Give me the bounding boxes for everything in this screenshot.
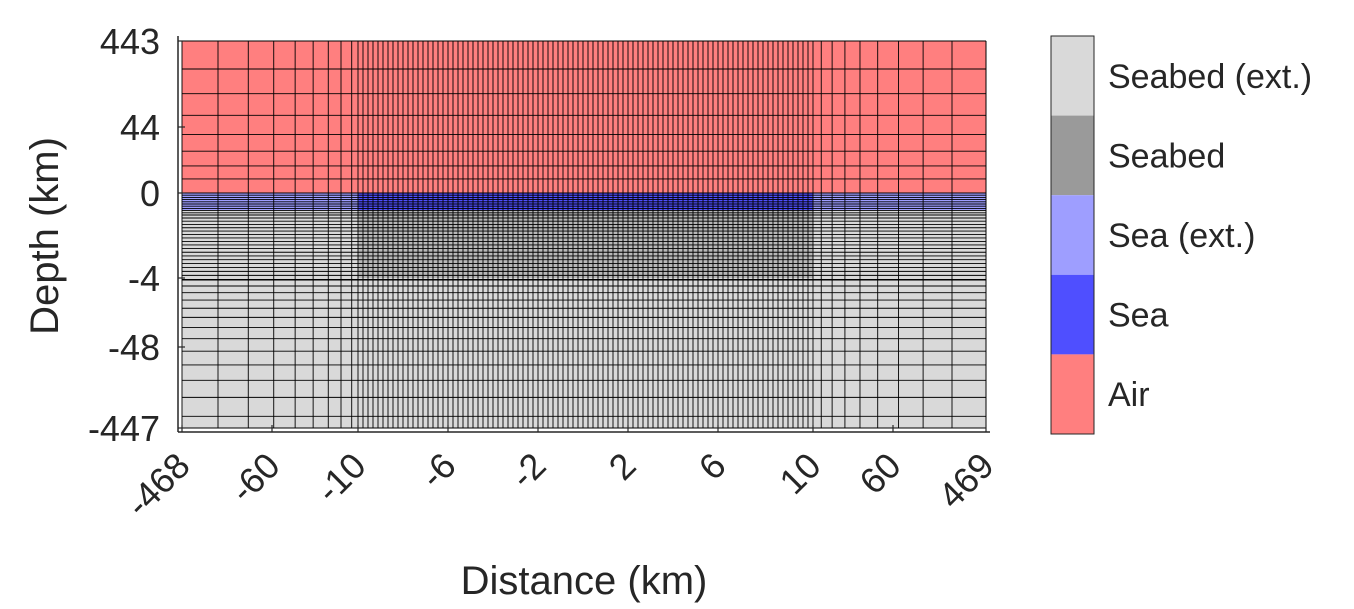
legend-label: Sea [1108,297,1169,335]
x-tick-label: -468 [118,445,198,525]
legend-swatch [1051,36,1094,116]
y-tick-label: 443 [100,21,160,62]
x-tick-label: 10 [771,445,828,502]
x-tick-label: 6 [691,445,734,488]
x-axis-label: Distance (km) [461,559,708,603]
x-tick-label: -10 [308,445,374,511]
x-tick-label: -6 [412,445,464,497]
x-tick-label: 2 [601,445,644,488]
y-axis-label: Depth (km) [23,137,67,335]
mesh-grid [181,40,987,429]
y-tick-label: 44 [120,107,160,148]
legend-swatch [1051,354,1094,434]
y-tick-label: -447 [88,408,160,449]
legend-swatch [1051,274,1094,355]
legend-label: Sea (ext.) [1108,217,1255,255]
x-tick-label: 469 [930,445,1001,516]
legend-colorbar: Seabed (ext.) Seabed Sea (ext.) Sea Air [1050,35,1312,435]
x-tick-label: 60 [851,445,908,502]
y-tick-label: -4 [128,258,160,299]
legend-swatch [1051,195,1094,275]
legend-swatch [1051,115,1094,196]
y-tick-label: 0 [140,173,160,214]
legend-frame [1050,35,1095,435]
legend-label: Air [1108,376,1150,414]
region-air [182,41,986,193]
legend-label: Seabed [1108,137,1225,175]
y-tick-label: -48 [108,327,160,368]
x-tick-label: -60 [222,445,288,511]
x-tick-label: -2 [502,445,554,497]
legend-label: Seabed (ext.) [1108,58,1312,96]
